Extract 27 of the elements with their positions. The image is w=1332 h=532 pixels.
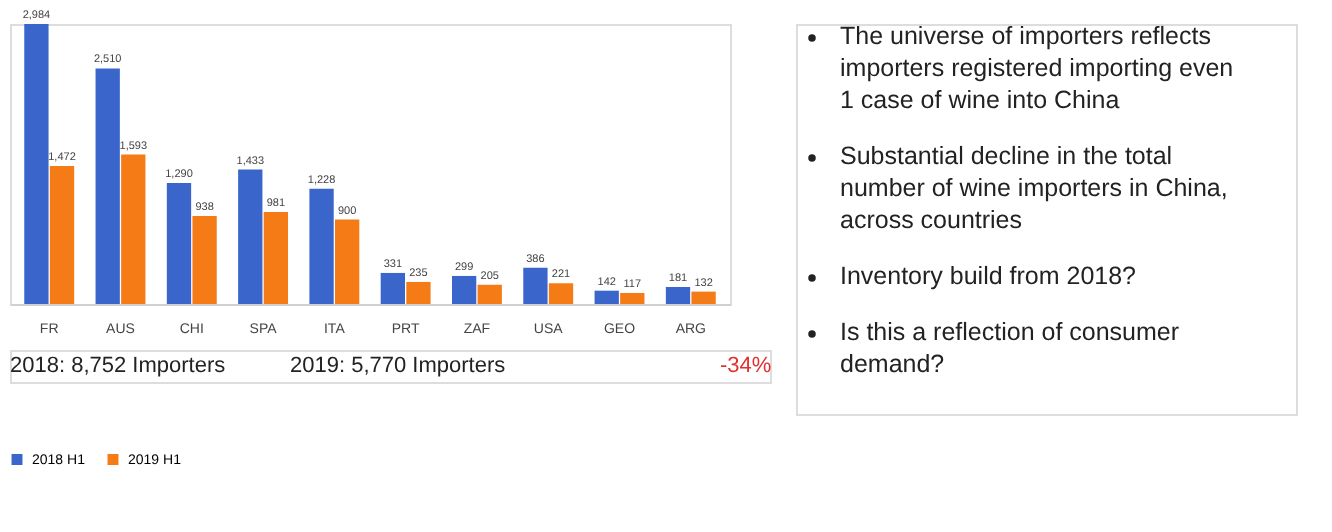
- bar: [95, 68, 120, 304]
- bar: [691, 291, 716, 304]
- bar: [121, 154, 146, 304]
- bar: [451, 275, 477, 304]
- bar: [166, 182, 192, 304]
- bar: [620, 293, 645, 304]
- bar: [380, 272, 405, 304]
- bar: [594, 290, 619, 304]
- text: Substantial decline in the total number of wine importers in China, across countries: [840, 142, 1228, 234]
- bar: [477, 284, 502, 304]
- bar: [665, 287, 691, 304]
- bar: [238, 169, 263, 304]
- text: Is this a reflection of consumer demand?: [840, 318, 1180, 378]
- bar: [309, 188, 334, 304]
- bar: [192, 215, 217, 304]
- bar: [523, 267, 548, 304]
- bar: [335, 219, 360, 304]
- text: Inventory build from 2018?: [840, 262, 1137, 290]
- bar: [263, 211, 289, 304]
- bar: [49, 165, 75, 304]
- bar: [548, 283, 574, 304]
- bar: [406, 281, 431, 304]
- text: 2019: 5,770 Importers: [290, 354, 507, 378]
- text: 2018: 8,752 Importers: [10, 354, 227, 378]
- bar: [24, 24, 49, 304]
- text: The universe of importers reflects importers registered importing even 1 case of wine into China: [840, 22, 1234, 114]
- text: -34%: [720, 354, 772, 378]
